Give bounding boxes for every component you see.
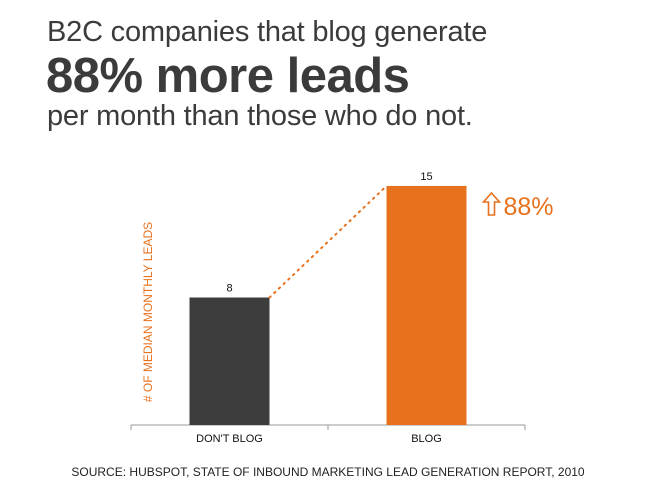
headline-line1: B2C companies that blog generate	[47, 16, 488, 48]
data-label-0: 8	[226, 283, 232, 295]
annotation-percent: 88%	[504, 193, 554, 221]
data-label-1: 15	[420, 171, 432, 183]
up-arrow-icon	[481, 191, 502, 216]
bar-1	[386, 185, 467, 425]
source-note: SOURCE: HUBSPOT, STATE OF INBOUND MARKET…	[71, 465, 585, 479]
bar-0	[189, 297, 270, 425]
headline-line3: per month than those who do not.	[47, 100, 473, 132]
y-axis-label: # OF MEDIAN MONTHLY LEADS	[141, 222, 155, 402]
x-tick-label-1: BLOG	[411, 433, 442, 445]
headline-highlight: 88% more leads	[46, 49, 410, 103]
dotted-connector	[268, 184, 388, 299]
x-tick-label-0: DON'T BLOG	[196, 433, 263, 445]
